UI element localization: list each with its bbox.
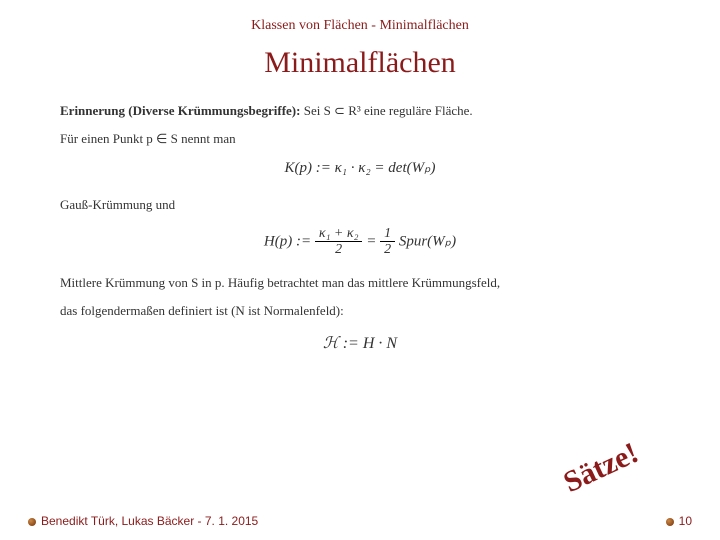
- annotation-saetze: Sätze!: [558, 436, 643, 500]
- bullet-icon: [666, 518, 674, 526]
- page-title: Minimalflächen: [0, 46, 720, 80]
- eq2-lhs: H(p) :=: [264, 233, 315, 249]
- p1: Erinnerung (Diverse Krümmungsbegriffe): …: [60, 100, 660, 122]
- eq2-num1: κ₁ + κ₂: [315, 226, 363, 242]
- p2: Für einen Punkt p ∈ S nennt man: [60, 128, 660, 150]
- footer-left: Benedikt Türk, Lukas Bäcker - 7. 1. 2015: [28, 514, 258, 528]
- p4: Mittlere Krümmung von S in p. Häufig bet…: [60, 272, 660, 294]
- p1-rest: Sei S ⊂ R³ eine reguläre Fläche.: [300, 103, 472, 118]
- footer: Benedikt Türk, Lukas Bäcker - 7. 1. 2015…: [0, 514, 720, 528]
- page-number: 10: [679, 514, 692, 528]
- p3: Gauß-Krümmung und: [60, 194, 660, 216]
- breadcrumb: Klassen von Flächen - Minimalflächen: [0, 0, 720, 34]
- footer-right: 10: [666, 514, 692, 528]
- p1-bold: Erinnerung (Diverse Krümmungsbegriffe):: [60, 103, 300, 118]
- eq2-num2: 1: [380, 226, 395, 242]
- footer-authors: Benedikt Türk, Lukas Bäcker - 7. 1. 2015: [41, 514, 258, 528]
- eq2-den1: 2: [315, 242, 363, 257]
- p5: das folgendermaßen definiert ist (N ist …: [60, 300, 660, 322]
- eq2-frac1: κ₁ + κ₂ 2: [315, 226, 363, 258]
- bullet-icon: [28, 518, 36, 526]
- equation-field: ℋ := H · N: [60, 330, 660, 357]
- eq2-tail: Spur(Wₚ): [399, 233, 456, 249]
- eq2-den2: 2: [380, 242, 395, 257]
- eq2-frac2: 1 2: [380, 226, 395, 258]
- content-body: Erinnerung (Diverse Krümmungsbegriffe): …: [0, 80, 720, 357]
- equation-gauss: K(p) := κ₁ · κ₂ = det(Wₚ): [60, 156, 660, 182]
- eq2-mid: =: [366, 233, 380, 249]
- equation-mean: H(p) := κ₁ + κ₂ 2 = 1 2 Spur(Wₚ): [60, 226, 660, 258]
